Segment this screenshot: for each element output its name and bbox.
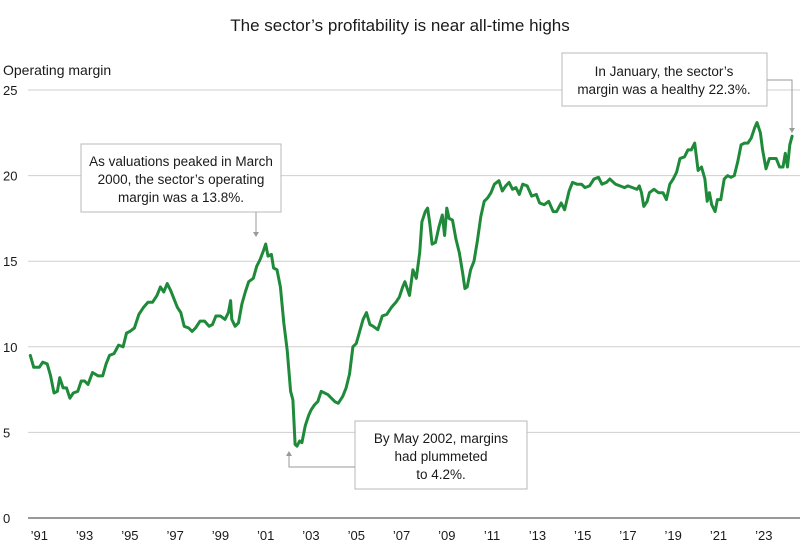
- x-tick-label: ’95: [121, 528, 138, 543]
- series-layer: [28, 121, 794, 448]
- y-tick-label: 20: [3, 169, 17, 184]
- annotation-box: [80, 143, 282, 213]
- annotation-arrow: [253, 232, 259, 237]
- annotation-line: As valuations peaked in March: [89, 154, 273, 169]
- annotation-arrow: [286, 451, 292, 456]
- y-tick-label: 25: [3, 83, 17, 98]
- y-tick-label: 10: [3, 340, 17, 355]
- x-tick-label: ’11: [484, 528, 500, 543]
- annotation-box: [354, 420, 528, 490]
- y-tick-label: 15: [3, 254, 17, 269]
- x-tick-label: ’97: [166, 528, 183, 543]
- annotation-arrow: [789, 128, 795, 133]
- y-tick-label: 0: [3, 511, 10, 526]
- x-tick-label: ’21: [710, 528, 727, 543]
- x-tick-label: ’91: [31, 528, 48, 543]
- x-tick-label: ’09: [438, 528, 455, 543]
- annotation-leader: [767, 79, 793, 128]
- annotation-jan-2024: In January, the sector’s margin was a he…: [561, 52, 795, 133]
- annotation-box: [561, 52, 768, 107]
- x-tick-label: ’03: [302, 528, 319, 543]
- annotation-peak-2000: As valuations peaked in March 2000, the …: [80, 143, 282, 237]
- chart-title: The sector’s profitability is near all-t…: [230, 16, 570, 35]
- annotation-line: In January, the sector’s: [595, 64, 734, 79]
- x-tick-label: ’07: [393, 528, 410, 543]
- x-tick-label: ’15: [574, 528, 591, 543]
- x-tick-label: ’01: [257, 528, 274, 543]
- annotation-line: By May 2002, margins: [374, 431, 509, 446]
- annotation-leader: [288, 456, 355, 468]
- y-tick-labels: 0 5 10 15 20 25: [3, 83, 17, 526]
- annotation-line: margin was a healthy 22.3%.: [577, 82, 750, 97]
- y-axis-label: Operating margin: [3, 62, 111, 78]
- x-tick-label: ’13: [529, 528, 546, 543]
- x-tick-label: ’99: [212, 528, 229, 543]
- y-tick-label: 5: [3, 425, 10, 440]
- x-tick-labels: ’91 ’93 ’95 ’97 ’99 ’01 ’03 ’05 ’07 ’09 ’11 ’13 ’15 ’…: [31, 528, 773, 543]
- annotation-line: margin was a 13.8%.: [118, 190, 244, 205]
- x-tick-label: ’17: [619, 528, 636, 543]
- series-line-operating-margin: [28, 121, 794, 448]
- x-tick-label: ’23: [755, 528, 772, 543]
- x-tick-label: ’05: [348, 528, 365, 543]
- annotation-line: 2000, the sector’s operating: [98, 172, 265, 187]
- annotation-line: to 4.2%.: [416, 467, 466, 482]
- x-tick-label: ’19: [665, 528, 682, 543]
- x-tick-label: ’93: [76, 528, 93, 543]
- annotation-low-2002: By May 2002, margins had plummeted to 4.…: [286, 420, 528, 490]
- annotation-line: had plummeted: [394, 449, 487, 464]
